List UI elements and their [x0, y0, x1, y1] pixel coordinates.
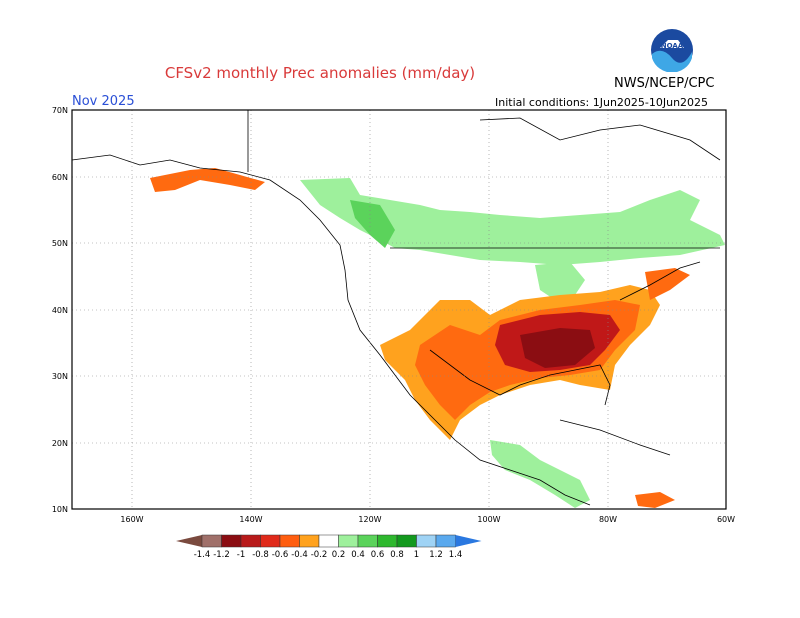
- colorbar-swatch: [260, 534, 281, 548]
- colorbar-label: 0.8: [390, 550, 404, 560]
- colorbar-label: 0.2: [332, 550, 346, 560]
- anomaly-shading: [150, 168, 725, 508]
- colorbar-label: 1.2: [429, 550, 443, 560]
- lat-label: 70N: [52, 106, 68, 115]
- colorbar-label: 0.4: [351, 550, 365, 560]
- wet-region-canada-mid: [350, 200, 395, 248]
- lon-label: 160W: [120, 515, 143, 524]
- lon-label: 140W: [239, 515, 262, 524]
- colorbar-label: 1.4: [449, 550, 463, 560]
- colorbar-label: -0.8: [252, 550, 269, 560]
- colorbar-swatch: [318, 534, 339, 548]
- colorbar-label: -1: [237, 550, 245, 560]
- lon-label: 80W: [599, 515, 617, 524]
- dry-region-alaska: [150, 168, 265, 192]
- lat-label: 40N: [52, 306, 68, 315]
- lat-label: 50N: [52, 239, 68, 248]
- noaa-logo-icon: NOAA: [651, 29, 693, 72]
- lat-label: 30N: [52, 372, 68, 381]
- lat-label: 20N: [52, 439, 68, 448]
- map-title: CFSv2 monthly Prec anomalies (mm/day): [164, 64, 476, 82]
- colorbar-swatch: [416, 534, 437, 548]
- colorbar-label: -1.2: [213, 550, 230, 560]
- colorbar-swatch: [338, 534, 359, 548]
- colorbar-label: 1: [414, 550, 419, 560]
- lat-label: 60N: [52, 173, 68, 182]
- dry-region-northeast: [645, 268, 690, 300]
- colorbar-swatch: [396, 534, 417, 548]
- lat-labels: 70N 60N 50N 40N 30N 20N 10N: [52, 106, 68, 514]
- colorbar-swatch: [221, 534, 242, 548]
- colorbar-swatch: [201, 534, 222, 548]
- colorbar-swatch: [377, 534, 398, 548]
- wet-region-canada: [300, 178, 725, 265]
- graticule: [72, 110, 726, 509]
- colorbar-label: -0.4: [291, 550, 308, 560]
- colorbar-right-arrow: [455, 535, 482, 547]
- coastlines: [71, 110, 721, 506]
- map-frame: [71, 109, 727, 510]
- lon-label: 100W: [477, 515, 500, 524]
- colorbar-swatch: [357, 534, 378, 548]
- colorbar-swatch: [240, 534, 261, 548]
- colorbar: -1.4 -1.2 -1 -0.8 -0.6 -0.4 -0.2 0.2 0.4 0.6 0.8 1 1…: [176, 534, 482, 560]
- org-label: NWS/NCEP/CPC: [614, 76, 715, 91]
- colorbar-label: -0.2: [311, 550, 328, 560]
- colorbar-left-arrow: [176, 535, 202, 547]
- colorbar-label: -0.6: [272, 550, 289, 560]
- lat-label: 10N: [52, 505, 68, 514]
- lon-labels: 160W 140W 120W 100W 80W 60W: [120, 515, 735, 524]
- svg-text:NOAA: NOAA: [661, 42, 684, 50]
- colorbar-swatch: [435, 534, 456, 548]
- lon-label: 60W: [717, 515, 735, 524]
- colorbar-swatch: [299, 534, 320, 548]
- dry-region-caribbean: [635, 492, 675, 508]
- wet-region-midwest: [535, 262, 585, 300]
- lon-label: 120W: [358, 515, 381, 524]
- dry-region-south-darkred: [520, 328, 595, 368]
- initial-conditions: Initial conditions: 1Jun2025-10Jun2025: [495, 96, 709, 109]
- colorbar-label: -1.4: [194, 550, 211, 560]
- colorbar-label: 0.6: [371, 550, 385, 560]
- forecast-month: Nov 2025: [72, 94, 135, 109]
- wet-region-mexico: [490, 440, 590, 508]
- colorbar-swatch: [279, 534, 300, 548]
